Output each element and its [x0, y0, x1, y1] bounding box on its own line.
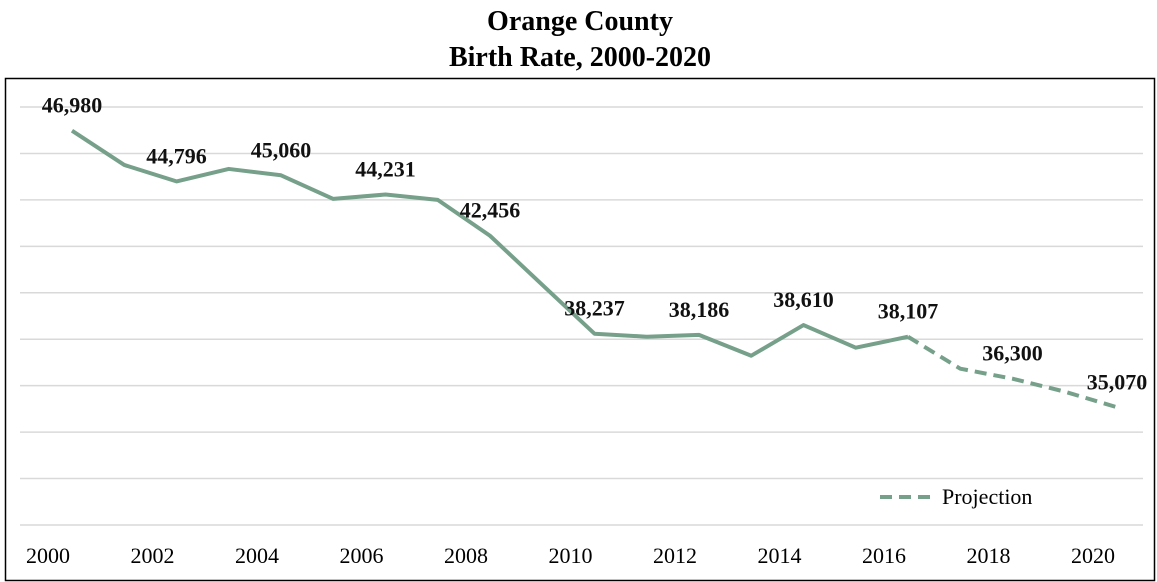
- x-tick-label: 2018: [967, 543, 1011, 568]
- data-label: 36,300: [982, 341, 1043, 366]
- data-line: [906, 335, 1118, 410]
- data-label: 44,796: [146, 143, 207, 168]
- data-label: 35,070: [1087, 369, 1148, 394]
- x-tick-label: 2006: [340, 543, 384, 568]
- chart-frame: [4, 77, 1156, 582]
- data-label: 44,231: [355, 157, 416, 182]
- chart-subtitle: Birth Rate, 2000-2020: [449, 42, 711, 73]
- data-label: 38,107: [878, 299, 939, 324]
- x-tick-label: 2008: [444, 543, 488, 568]
- chart-title: Orange County: [487, 6, 673, 37]
- x-tick-label: 2012: [653, 543, 697, 568]
- x-tick-label: 2020: [1071, 543, 1115, 568]
- data-line: [70, 129, 909, 358]
- data-label: 42,456: [460, 198, 521, 223]
- data-label: 46,980: [42, 93, 103, 118]
- data-label: 38,610: [773, 287, 834, 312]
- x-tick-label: 2004: [235, 543, 279, 568]
- legend-label: Projection: [942, 484, 1032, 509]
- data-label: 38,186: [669, 297, 730, 322]
- x-tick-label: 2002: [131, 543, 175, 568]
- data-label: 38,237: [564, 296, 625, 321]
- x-tick-label: 2010: [549, 543, 593, 568]
- x-tick-label: 2014: [758, 543, 802, 568]
- data-label: 45,060: [251, 137, 312, 162]
- x-tick-label: 2016: [862, 543, 906, 568]
- x-tick-label: 2000: [26, 543, 70, 568]
